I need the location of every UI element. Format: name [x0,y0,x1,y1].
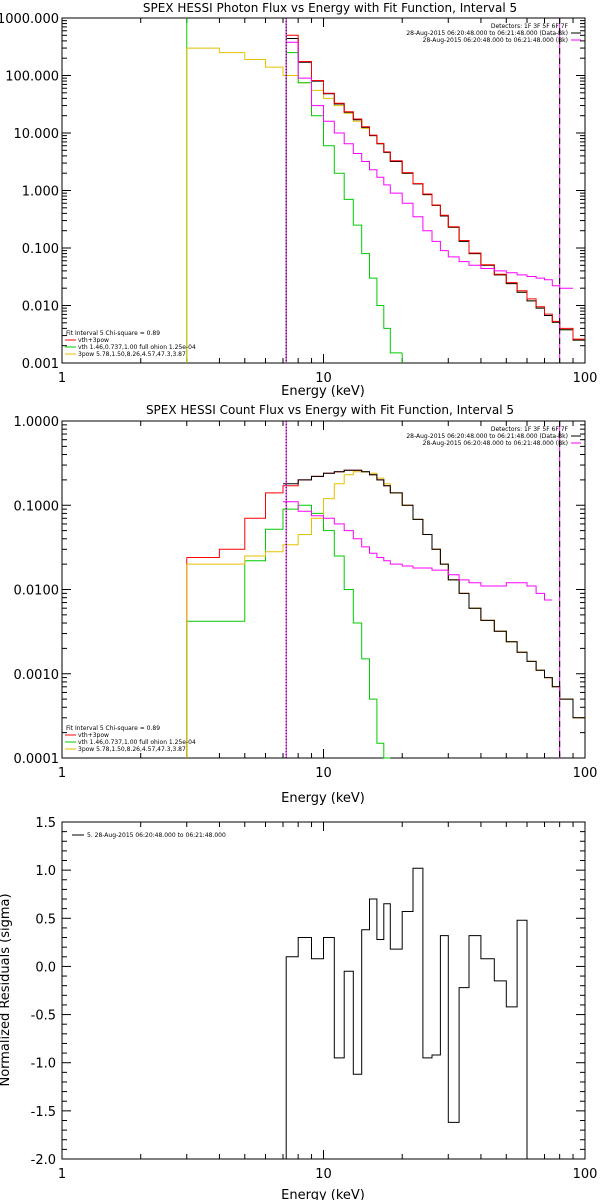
count-x-axis-label: Energy (keV) [281,791,365,806]
x-tick-label: 10 [315,766,332,781]
legend-entry: 3pow 5.78,1.50,8.26,4.57,47.3,3.87 [78,746,186,753]
residuals-legend: 5. 28-Aug-2015 06:20:48.000 to 06:21:48.… [72,832,226,839]
count-series [186,421,585,759]
legend-entry: vth 1.46,0.737,1.00 full ohion 1.25e-04 [78,739,196,746]
photon-x-axis-label: Energy (keV) [281,384,365,399]
series-background [286,41,573,289]
y-tick-label: 0.1000 [14,499,60,514]
y-tick-label: 1.0 [35,864,56,879]
y-tick-label: 0.001 [22,357,59,372]
legend-entry: Fit Interval 5 Chi-square = 0.89 [66,330,160,337]
series-background [283,501,553,601]
y-tick-label: 100.000 [5,70,59,85]
photon-x-ticks: 1 10 100 [58,18,598,386]
y-tick-label: 0.010 [22,300,59,315]
residuals-series [285,867,528,1159]
y-tick-label: 1.000 [22,185,59,200]
series-vth [286,52,403,354]
residuals-x-axis-label: Energy (keV) [281,1188,365,1200]
x-tick-label: 10 [315,371,332,386]
photon-y-ticks: 0.001 0.010 0.100 1.000 10.000 100.000 1000.00… [0,12,585,372]
x-tick-label: 1 [58,371,66,386]
count-panel-title: SPEX HESSI Count Flux vs Energy with Fit… [146,403,514,417]
count-y-ticks: 0.0001 0.0010 0.0100 0.1000 1.0000 [14,415,585,767]
residuals-y-axis-label: Normalized Residuals (sigma) [0,893,13,1086]
x-tick-label: 1 [58,1167,66,1182]
x-tick-label: 1 [58,766,66,781]
legend-entry: vth+3pow [78,732,109,739]
count-flux-panel: SPEX HESSI Count Flux vs Energy with Fit… [14,403,598,806]
photon-series [186,18,585,363]
legend-entry: vth+3pow [78,337,109,344]
legend-entry: Detectors: 1F 3F 5F 6F 7F [491,23,569,30]
residuals-line [285,867,528,1159]
photon-panel-title: SPEX HESSI Photon Flux vs Energy with Fi… [143,1,517,15]
y-tick-label: 0.0001 [14,752,60,767]
legend-entry: 3pow 5.78,1.50,8.26,4.57,47.3,3.87 [78,351,186,358]
x-tick-label: 100 [573,371,598,386]
count-plot-frame [61,420,586,759]
photon-plot-frame [61,17,586,364]
y-tick-label: 10.000 [14,127,60,142]
series-data [286,38,585,341]
series-3pow [186,471,585,719]
photon-flux-panel: SPEX HESSI Photon Flux vs Energy with Fi… [0,1,597,399]
y-tick-label: -0.5 [31,1009,56,1024]
legend-entry: vth 1.46,0.737,1.00 full ohion 1.25e-04 [78,344,196,351]
legend-entry: Fit Interval 5 Chi-square = 0.89 [66,725,160,732]
y-tick-label: 0.100 [22,242,59,257]
series-vth-3pow [286,34,585,340]
legend-entry: Detectors: 1F 3F 5F 6F 7F [491,426,569,433]
y-tick-label: 1.5 [35,816,56,831]
y-tick-label: 0.5 [35,912,56,927]
residuals-panel: Normalized Residuals (sigma) -2.0 -1.5 -1.… [0,816,597,1200]
series-vth [186,504,391,759]
y-tick-label: 1.0000 [14,415,60,430]
y-tick-label: -1.5 [31,1105,56,1120]
series-3pow [186,47,585,341]
legend-entry: 5. 28-Aug-2015 06:20:48.000 to 06:21:48.… [87,832,226,839]
count-x-ticks: 1 10 100 [58,421,598,781]
residuals-x-ticks: 1 10 100 [58,822,598,1182]
x-tick-label: 10 [315,1167,332,1182]
series-vth-3pow [186,469,585,719]
x-tick-label: 100 [573,766,598,781]
y-tick-label: 0.0 [35,960,56,975]
series-data [283,469,585,719]
y-tick-label: 1000.000 [0,12,59,27]
residuals-y-ticks: -2.0 -1.5 -1.0 -0.5 0.0 0.5 1.0 1.5 [31,816,585,1168]
y-tick-label: -1.0 [31,1057,56,1072]
y-tick-label: -2.0 [31,1153,56,1168]
legend-entry: 28-Aug-2015 06:20:48.000 to 06:21:48.000… [423,37,568,44]
legend-entry: 28-Aug-2015 06:20:48.000 to 06:21:48.000… [406,30,568,37]
y-tick-label: 0.0010 [14,668,60,683]
legend-entry: 28-Aug-2015 06:20:48.000 to 06:21:48.000… [423,440,568,447]
legend-entry: 28-Aug-2015 06:20:48.000 to 06:21:48.000… [406,433,568,440]
y-tick-label: 0.0100 [14,584,60,599]
x-tick-label: 100 [573,1167,598,1182]
